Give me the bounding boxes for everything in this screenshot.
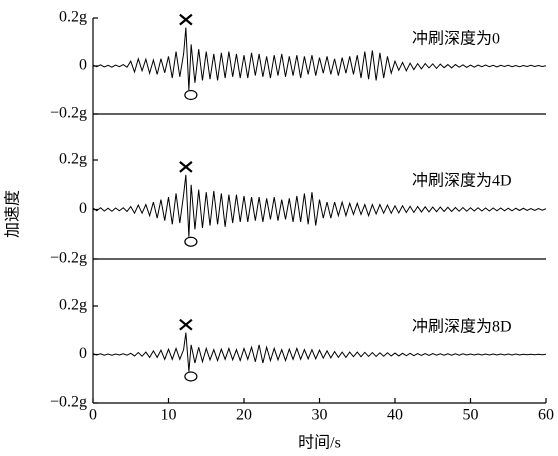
peak-marker [179,13,193,26]
trough-marker [184,89,198,101]
x-axis-label: 时间/s [298,434,341,452]
x-tick-label: 60 [538,407,554,424]
trough-marker [184,236,198,247]
trough-marker [184,371,198,382]
x-tick-label: 10 [161,407,177,424]
x-tick-label: 50 [463,407,479,424]
y-tick-label: 0 [79,57,87,74]
y-tick-label: 0.2g [59,9,87,26]
y-tick-label: −0.2g [50,105,87,122]
y-tick-label: 0 [79,345,87,362]
y-tick-label: 0 [79,200,87,217]
peak-marker [179,318,193,331]
annotation: 冲刷深度为8D [412,318,512,336]
y-tick-label: 0.2g [59,151,87,168]
peak-marker [179,161,193,173]
y-axis-label: 加速度 [4,190,22,238]
y-tick-label: −0.2g [50,250,87,267]
x-tick-label: 40 [387,407,403,424]
signal-line [92,332,547,372]
x-tick-label: 20 [236,407,252,424]
x-tick-label: 30 [312,407,328,424]
annotation: 冲刷深度为0 [412,30,500,48]
y-tick-label: 0.2g [59,297,87,314]
annotation: 冲刷深度为4D [412,172,512,190]
signal-line [92,27,547,91]
signal-line [92,174,547,237]
y-tick-label: −0.2g [50,394,87,411]
x-tick-label: 0 [89,407,97,424]
